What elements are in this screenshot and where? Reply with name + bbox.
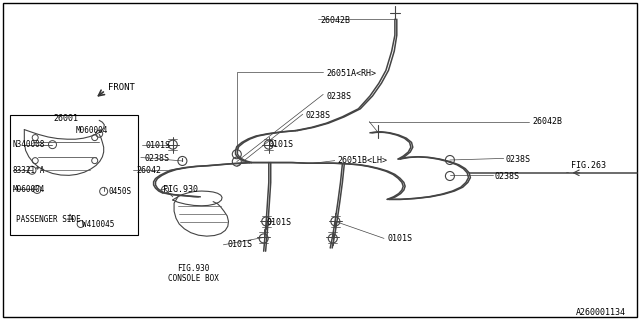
Text: A260001134: A260001134 xyxy=(576,308,626,317)
Text: 0101S: 0101S xyxy=(227,240,252,249)
Text: 0101S: 0101S xyxy=(266,218,291,227)
Text: M060004: M060004 xyxy=(13,185,45,194)
Text: 0238S: 0238S xyxy=(145,154,170,163)
Text: 0238S: 0238S xyxy=(506,155,531,164)
Text: 0101S: 0101S xyxy=(387,234,412,243)
Text: 0238S: 0238S xyxy=(326,92,351,100)
Text: 0101S: 0101S xyxy=(146,141,171,150)
Bar xyxy=(10,115,138,235)
Text: 26042B: 26042B xyxy=(532,117,563,126)
Text: FIG.930
CONSOLE BOX: FIG.930 CONSOLE BOX xyxy=(168,264,219,283)
Text: 83321*A: 83321*A xyxy=(13,166,45,175)
Text: 26001: 26001 xyxy=(53,114,78,123)
Text: 26051B<LH>: 26051B<LH> xyxy=(338,156,388,165)
Text: 0101S: 0101S xyxy=(269,140,294,149)
Text: N340008: N340008 xyxy=(13,140,45,149)
Text: M060004: M060004 xyxy=(76,126,108,135)
Text: 0238S: 0238S xyxy=(306,111,331,120)
Text: 0238S: 0238S xyxy=(495,172,520,180)
Text: 26042B: 26042B xyxy=(320,16,350,25)
Text: 26042: 26042 xyxy=(136,166,161,175)
Text: PASSENGER SIDE: PASSENGER SIDE xyxy=(16,215,81,224)
Text: FRONT: FRONT xyxy=(108,83,134,92)
Text: W410045: W410045 xyxy=(82,220,115,229)
Text: 0450S: 0450S xyxy=(109,188,132,196)
Text: FIG.263: FIG.263 xyxy=(571,161,606,170)
Text: FIG.930: FIG.930 xyxy=(163,185,198,194)
Text: 26051A<RH>: 26051A<RH> xyxy=(326,69,376,78)
